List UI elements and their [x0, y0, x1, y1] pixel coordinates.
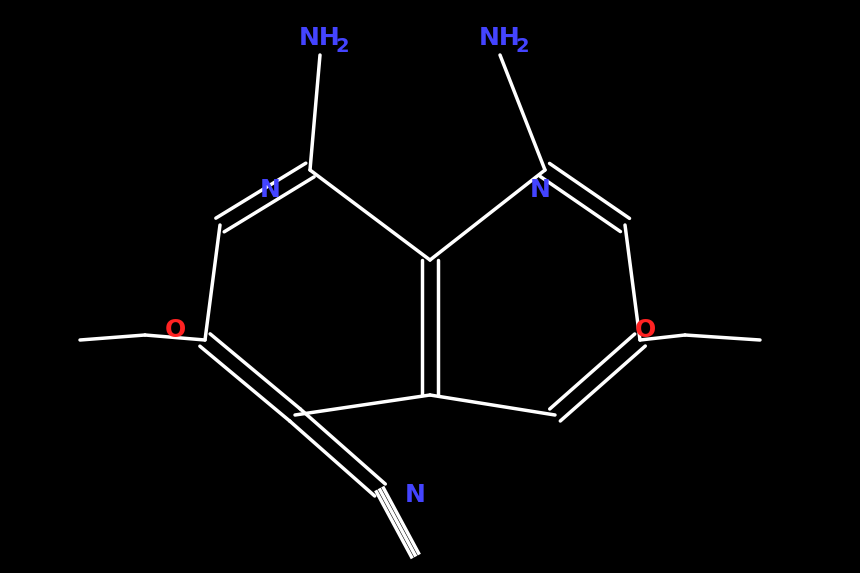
Text: 2: 2: [335, 37, 349, 56]
Text: NH: NH: [479, 26, 521, 50]
Text: N: N: [260, 178, 280, 202]
Text: O: O: [164, 318, 186, 342]
Text: O: O: [635, 318, 655, 342]
Text: N: N: [530, 178, 550, 202]
Text: N: N: [404, 483, 426, 507]
Text: NH: NH: [299, 26, 341, 50]
Text: 2: 2: [515, 37, 529, 56]
